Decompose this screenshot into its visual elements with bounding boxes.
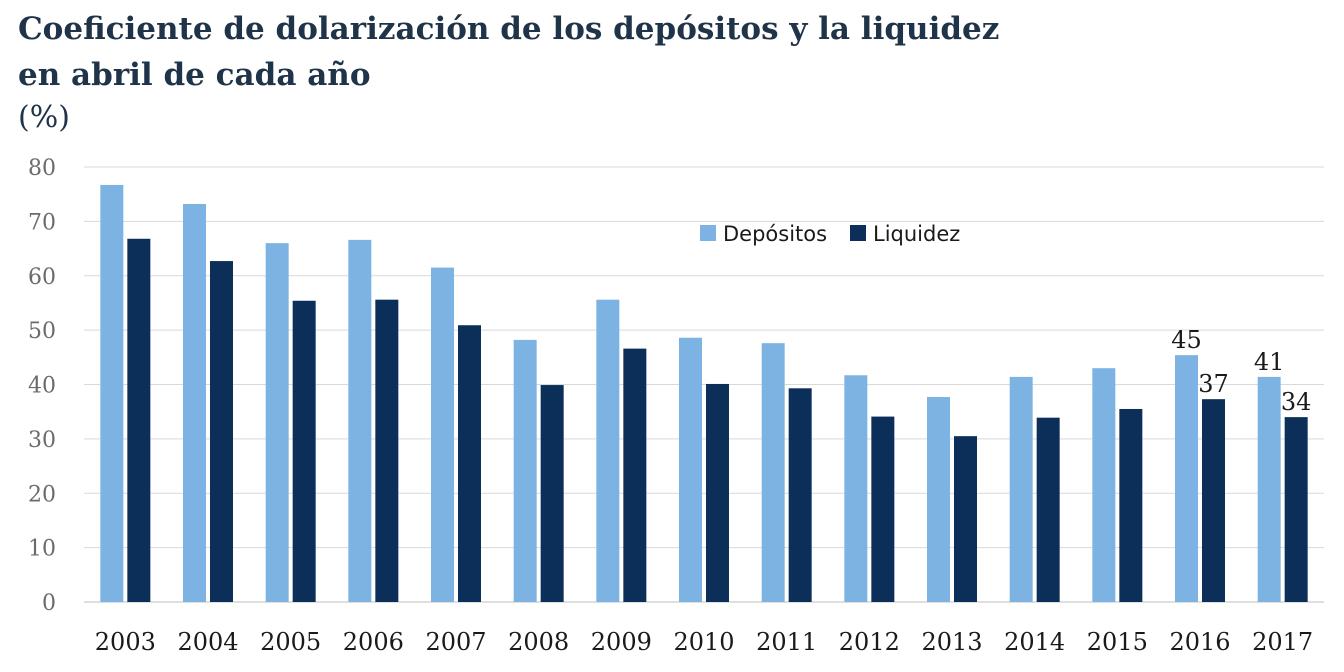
chart-title-line-2: en abril de cada año [18, 57, 371, 93]
data-label: 45 [1171, 326, 1202, 354]
legend: Depósitos Liquidez [700, 222, 960, 246]
bar-liquidez-2013 [954, 436, 977, 602]
y-axis-ticks: 0 10 20 30 40 50 60 70 80 [28, 156, 56, 616]
bar-depositos-2009 [596, 299, 620, 602]
bar-depositos-2012 [844, 375, 868, 602]
bar-liquidez-2011 [788, 388, 812, 602]
bar-liquidez-2008 [540, 385, 564, 602]
bar-liquidez-2014 [1036, 417, 1060, 602]
chart-title-line-1: Coeficiente de dolarización de los depós… [18, 11, 1000, 47]
data-label: 34 [1281, 388, 1312, 416]
bar-depositos-2006 [348, 239, 372, 603]
y-tick-label: 10 [28, 537, 56, 562]
x-tick-label: 2015 [1087, 628, 1148, 656]
y-tick-label: 30 [28, 428, 56, 453]
data-label: 37 [1198, 370, 1229, 398]
x-tick-label: 2010 [673, 628, 734, 656]
chart-title: Coeficiente de dolarización de los depós… [18, 6, 999, 98]
bar-depositos-2011 [761, 343, 785, 602]
bar-depositos-2008 [513, 339, 537, 602]
x-tick-label: 2016 [1169, 628, 1230, 656]
bar-liquidez-2016 [1202, 399, 1225, 602]
bar-liquidez-2015 [1119, 408, 1143, 602]
x-tick-label: 2008 [508, 628, 569, 656]
y-tick-label: 70 [28, 210, 56, 235]
gridlines [84, 166, 1324, 603]
legend-swatch-liquidez [850, 225, 866, 241]
x-tick-label: 2012 [839, 628, 900, 656]
bar-depositos-2013 [927, 397, 950, 602]
bars [100, 184, 1308, 603]
y-tick-label: 0 [42, 591, 56, 616]
y-tick-label: 40 [28, 374, 56, 399]
y-tick-label: 60 [28, 265, 56, 290]
data-labels: 45 37 41 34 [1171, 326, 1311, 416]
x-tick-label: 2011 [756, 628, 817, 656]
bar-liquidez-2009 [623, 348, 647, 602]
bar-liquidez-2006 [375, 299, 399, 602]
bar-liquidez-2003 [127, 238, 151, 602]
bar-liquidez-2005 [292, 300, 316, 602]
x-tick-label: 2009 [591, 628, 652, 656]
bar-liquidez-2012 [871, 416, 895, 602]
bar-depositos-2014 [1009, 376, 1033, 602]
legend-label-depositos: Depósitos [723, 222, 827, 246]
bar-depositos-2016 [1175, 355, 1198, 602]
x-tick-label: 2006 [343, 628, 404, 656]
x-tick-label: 2007 [425, 628, 486, 656]
bar-depositos-2010 [679, 337, 702, 602]
bar-liquidez-2004 [210, 261, 233, 602]
bar-depositos-2017 [1257, 376, 1281, 602]
x-tick-label: 2013 [921, 628, 982, 656]
legend-label-liquidez: Liquidez [873, 222, 960, 246]
y-tick-label: 20 [28, 482, 56, 507]
bar-depositos-2007 [431, 267, 454, 602]
bar-liquidez-2007 [458, 325, 481, 602]
legend-swatch-depositos [700, 225, 716, 241]
bar-depositos-2003 [100, 184, 124, 602]
bar-depositos-2015 [1092, 368, 1116, 602]
x-tick-label: 2005 [260, 628, 321, 656]
y-tick-label: 80 [28, 156, 56, 181]
bar-liquidez-2017 [1284, 417, 1308, 602]
y-axis-unit-label: (%) [18, 100, 70, 135]
x-tick-label: 2004 [177, 628, 238, 656]
data-label: 41 [1254, 348, 1285, 376]
y-tick-label: 50 [28, 319, 56, 344]
bar-liquidez-2010 [706, 383, 729, 602]
bar-depositos-2004 [183, 203, 206, 602]
x-tick-label: 2003 [95, 628, 156, 656]
x-tick-label: 2017 [1252, 628, 1313, 656]
x-tick-label: 2014 [1004, 628, 1065, 656]
bar-depositos-2005 [265, 243, 289, 602]
x-axis-ticks: 2003 2004 2005 2006 2007 2008 2009 2010 2011 2012… [95, 628, 1313, 656]
